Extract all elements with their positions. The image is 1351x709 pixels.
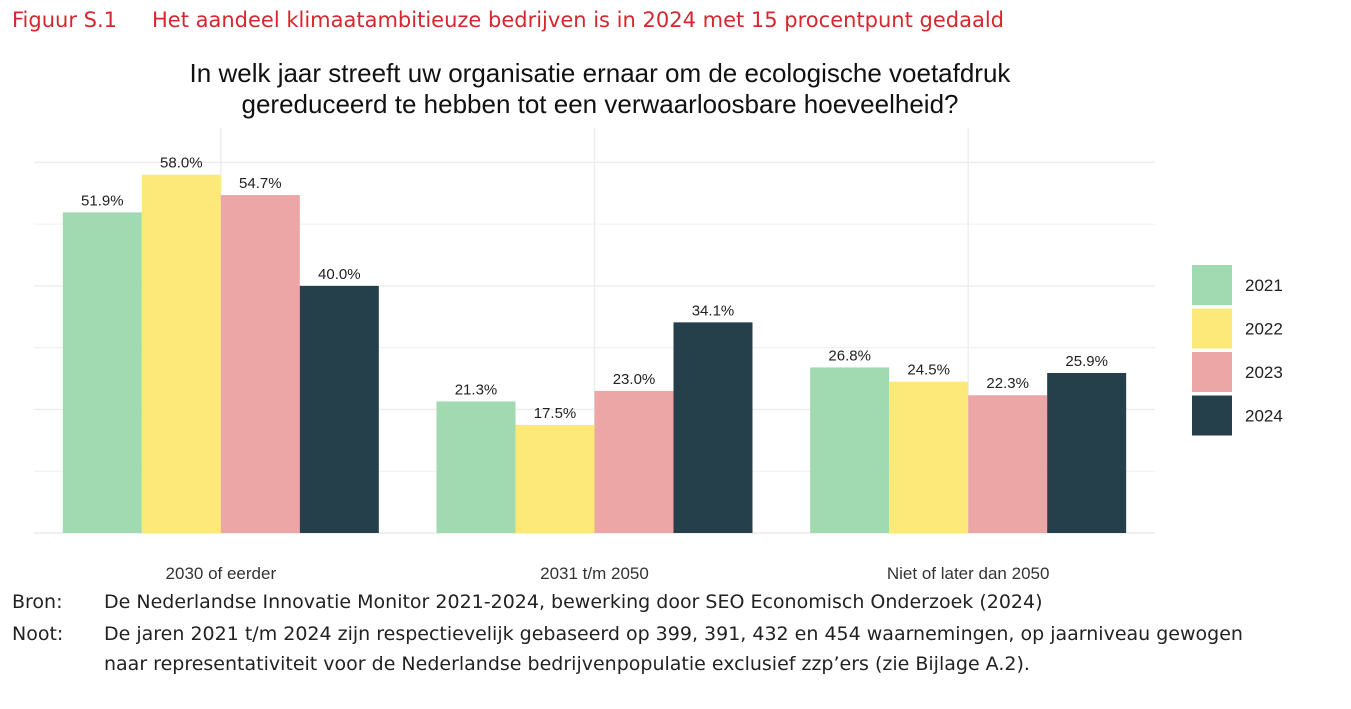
bar-2022 xyxy=(515,424,595,533)
legend-swatch-2021 xyxy=(1192,265,1232,305)
source-text: De Nederlandse Innovatie Monitor 2021-20… xyxy=(104,591,1043,613)
bar-2021 xyxy=(810,367,890,533)
bar-value-label: 26.8% xyxy=(828,347,871,364)
bar-value-label: 51.9% xyxy=(81,192,124,209)
source-label: Bron: xyxy=(12,591,63,613)
legend-swatch-2024 xyxy=(1192,395,1232,436)
bar-value-label: 58.0% xyxy=(160,155,203,172)
chart-title-line-1: In welk jaar streeft uw organisatie erna… xyxy=(189,58,1011,88)
bar-2022 xyxy=(889,381,969,533)
bar-value-label: 40.0% xyxy=(318,266,361,283)
bar-2024 xyxy=(299,285,379,533)
bar-2024 xyxy=(1047,373,1127,533)
legend-label: 2021 xyxy=(1245,276,1283,295)
bar-2021 xyxy=(436,401,516,533)
figure-heading: Figuur S.1 Het aandeel klimaatambitieuze … xyxy=(12,8,1004,32)
legend-label: 2022 xyxy=(1245,320,1283,339)
bar-2024 xyxy=(673,322,753,533)
x-tick-label: 2031 t/m 2050 xyxy=(540,564,649,583)
legend-swatch-2023 xyxy=(1192,352,1232,392)
bar-value-label: 22.3% xyxy=(986,375,1029,392)
legend-swatch-2022 xyxy=(1192,308,1232,349)
chart-title: In welk jaar streeft uw organisatie erna… xyxy=(100,58,1100,120)
chart-title-line-2: gereduceerd te hebben tot een verwaarloo… xyxy=(241,89,959,119)
bar-2023 xyxy=(594,390,674,533)
x-tick-label: 2030 of eerder xyxy=(166,564,277,583)
bar-2021 xyxy=(62,212,142,533)
bar-2022 xyxy=(141,174,221,534)
bar-2023 xyxy=(968,395,1048,533)
bar-value-label: 17.5% xyxy=(534,405,577,422)
legend-label: 2023 xyxy=(1245,363,1283,382)
bar-value-label: 25.9% xyxy=(1065,353,1108,370)
note-text-line-1: De jaren 2021 t/m 2024 zijn respectievel… xyxy=(104,623,1243,645)
x-tick-label: Niet of later dan 2050 xyxy=(887,564,1050,583)
legend-label: 2024 xyxy=(1245,407,1283,426)
note-text-line-2: naar representativiteit voor de Nederlan… xyxy=(104,653,1030,675)
bar-value-label: 24.5% xyxy=(907,362,950,379)
bar-value-label: 34.1% xyxy=(692,302,735,319)
bar-value-label: 23.0% xyxy=(613,371,656,388)
figure-label: Figuur S.1 xyxy=(12,8,118,32)
figure-title: Het aandeel klimaatambitieuze bedrijven … xyxy=(152,8,1004,32)
source-note: Bron: De Nederlandse Innovatie Monitor 20… xyxy=(12,591,1043,613)
footnote: Noot: De jaren 2021 t/m 2024 zijn respect… xyxy=(12,623,1243,675)
bar-2023 xyxy=(220,195,300,533)
bar-value-label: 21.3% xyxy=(455,381,498,398)
bar-value-label: 54.7% xyxy=(239,175,282,192)
note-label: Noot: xyxy=(12,623,64,645)
